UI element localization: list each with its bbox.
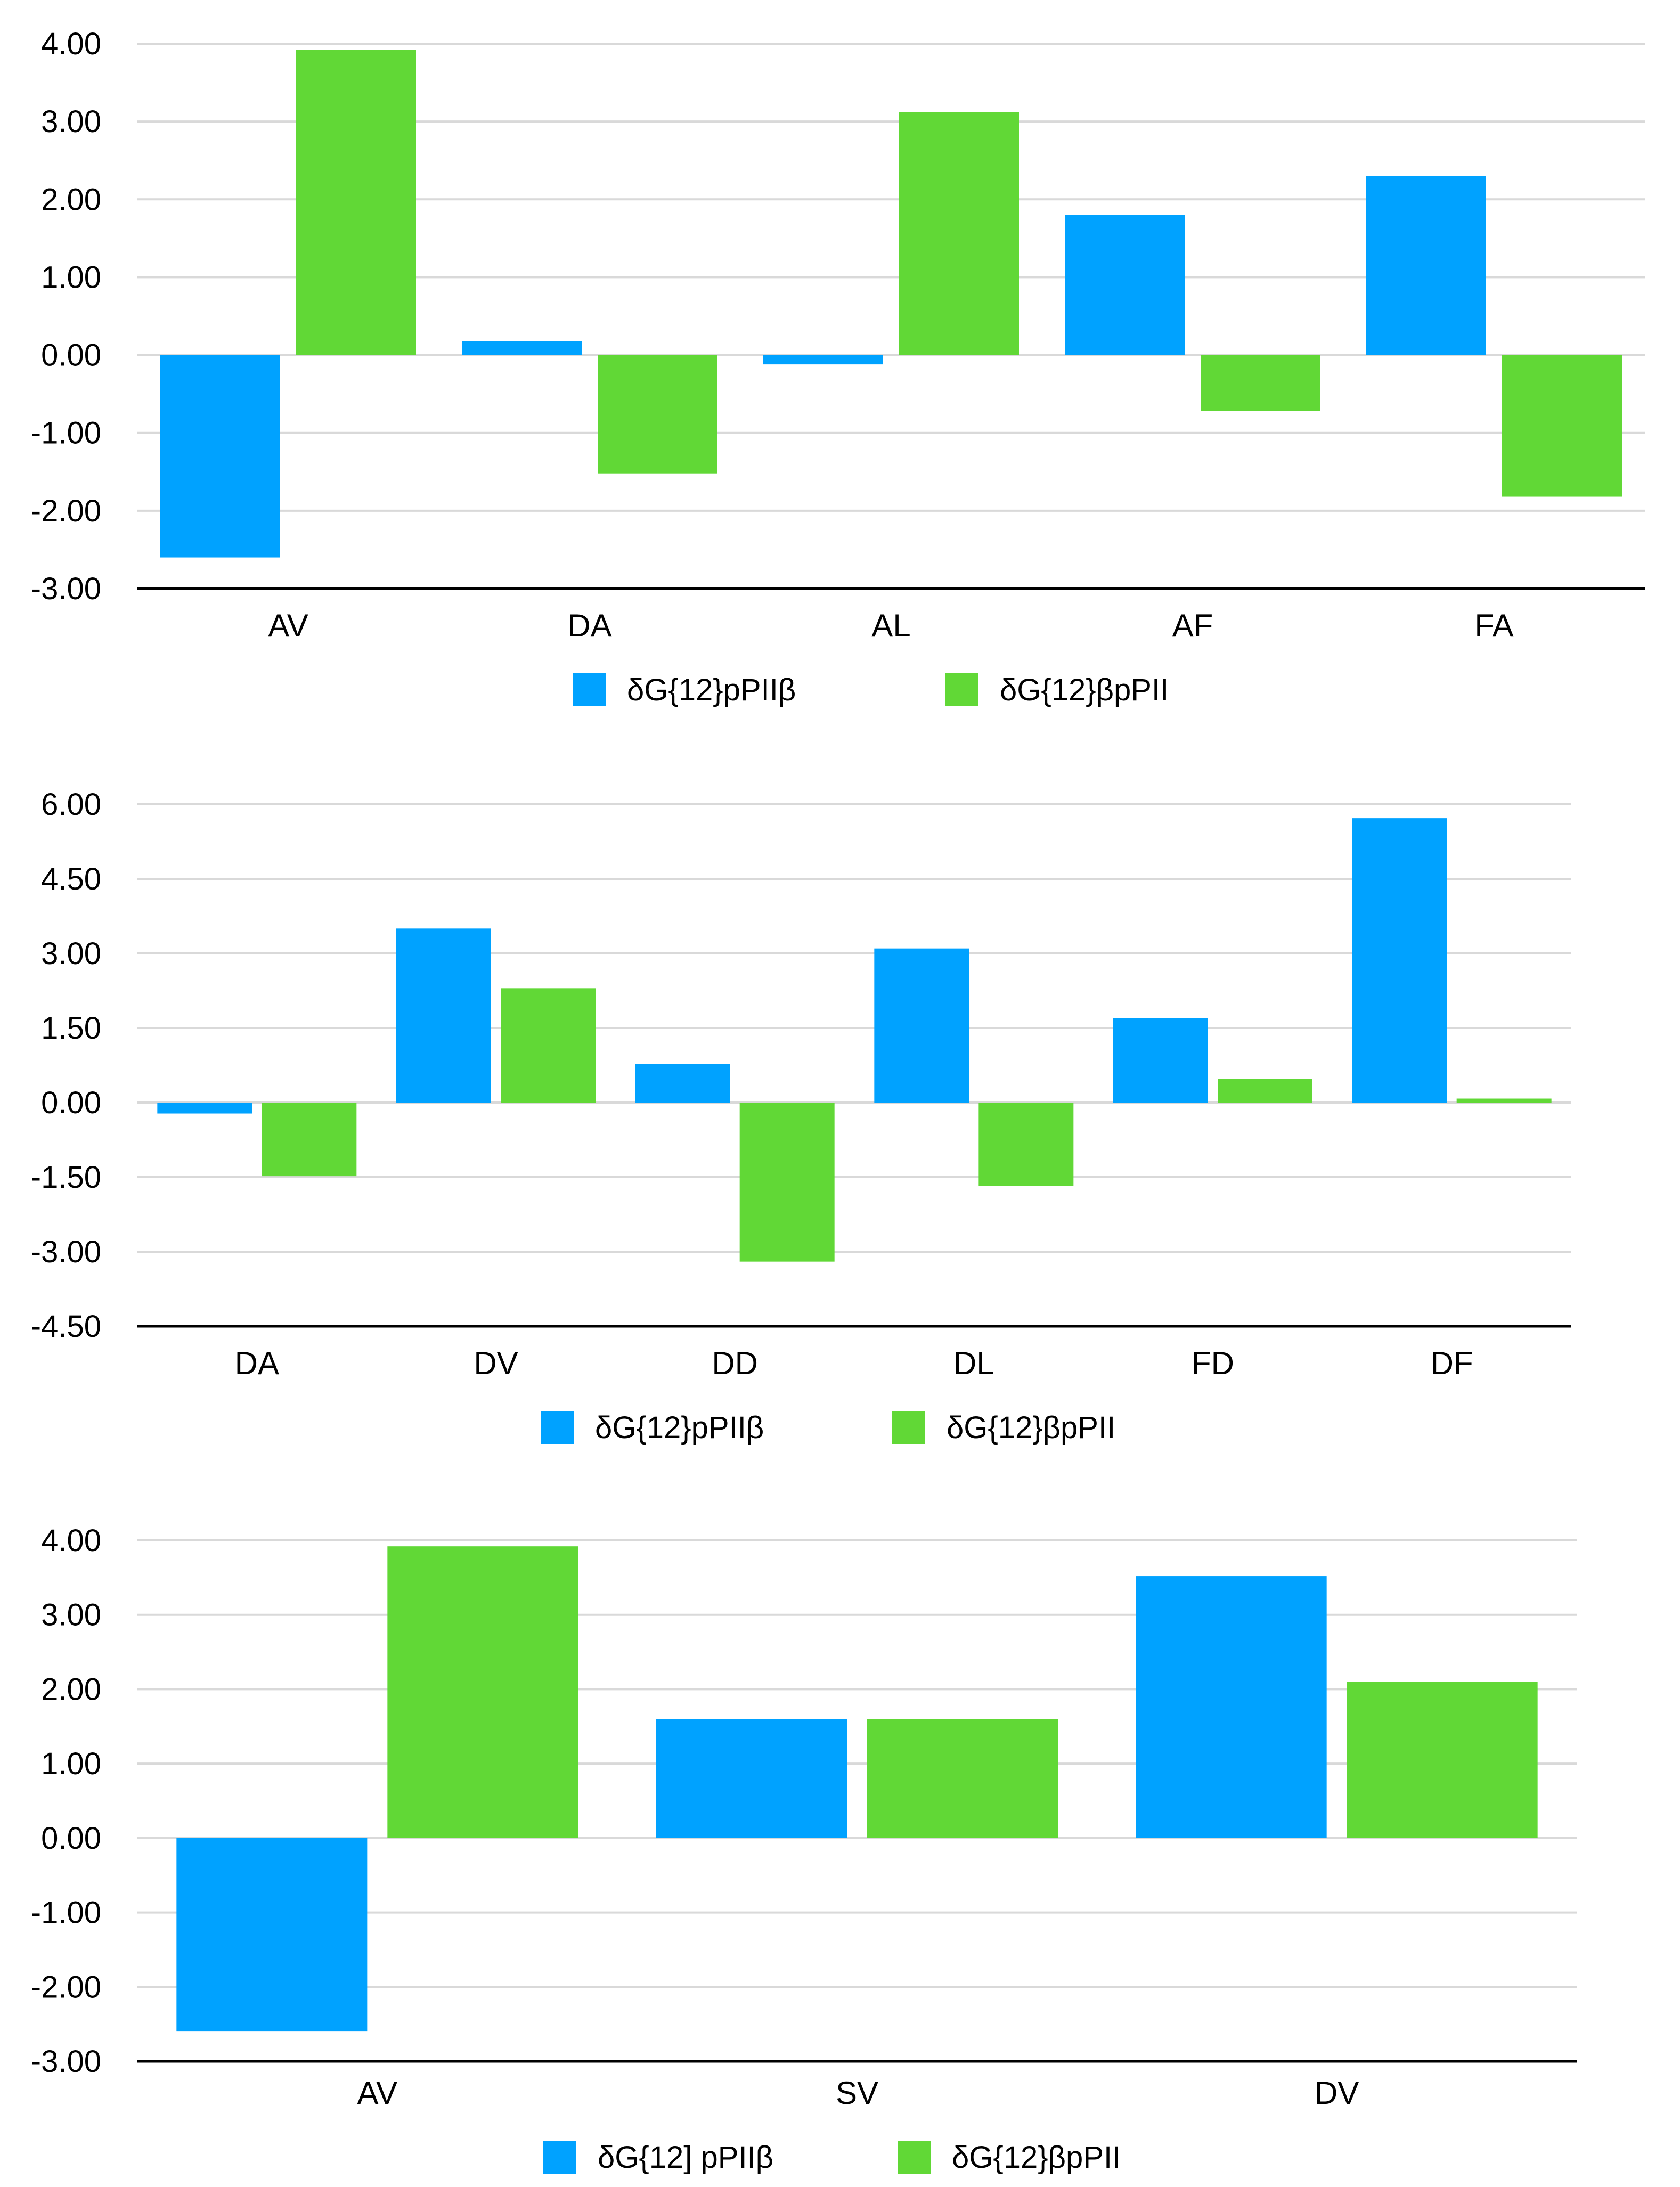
bar-av-series-2: [387, 1546, 578, 1838]
legend-swatch: [541, 1411, 574, 1444]
chart-2: 6.00 4.50 3.00 1.50 0.00 -1.50 -3.00 -4.50 DA DV D…: [31, 787, 1571, 1445]
y-tick-label: 3.00: [41, 936, 101, 971]
bar-av-series-1: [160, 355, 280, 558]
bar-fa-series-2: [1502, 355, 1622, 497]
y-tick-label: -1.00: [31, 416, 101, 451]
category-label: DA: [567, 608, 611, 643]
legend-label: δG{12}βpPII: [1000, 673, 1169, 707]
bar-fd-series-1: [1113, 1018, 1208, 1103]
category-label: AL: [871, 608, 910, 643]
bar-dd-series-2: [739, 1103, 835, 1262]
bar-dv-series-1: [396, 928, 491, 1103]
category-label: AV: [268, 608, 308, 643]
bar-df-series-1: [1352, 818, 1447, 1103]
category-label: DF: [1431, 1345, 1473, 1381]
y-tick-label: 2.00: [41, 182, 101, 217]
legend-swatch: [945, 673, 978, 706]
y-tick-label: 1.00: [41, 260, 101, 295]
legend-swatch: [892, 1411, 925, 1444]
chart-1: 4.00 3.00 2.00 1.00 0.00 -1.00 -2.00 -3.00 AV DA A…: [31, 27, 1645, 707]
y-tick-label: 1.50: [41, 1011, 101, 1046]
legend-swatch: [543, 2141, 576, 2174]
category-label: DD: [712, 1345, 758, 1381]
bar-da-series-1: [157, 1103, 252, 1114]
y-tick-label: 6.00: [41, 787, 101, 822]
legend-label: δG{12}βpPII: [947, 1410, 1115, 1445]
bar-da-series-2: [598, 355, 717, 474]
bar-al-series-1: [763, 355, 883, 365]
category-label: FD: [1192, 1345, 1234, 1381]
bar-dd-series-1: [635, 1064, 730, 1103]
bar-dl-series-2: [978, 1103, 1074, 1186]
bar-af-series-1: [1065, 215, 1185, 355]
y-tick-label: 0.00: [41, 338, 101, 373]
bar-df-series-2: [1456, 1098, 1552, 1103]
legend-label: δG{12] pPIIβ: [598, 2140, 773, 2175]
y-tick-label: -4.50: [31, 1309, 101, 1344]
bar-al-series-2: [899, 112, 1019, 355]
y-tick-label: -2.00: [31, 1970, 101, 2004]
bar-sv-series-1: [656, 1719, 847, 1838]
bar-da-series-2: [262, 1103, 357, 1177]
y-tick-label: 1.00: [41, 1747, 101, 1781]
chart-3: 4.00 3.00 2.00 1.00 0.00 -1.00 -2.00 -3.00 AV SV D…: [31, 1523, 1577, 2175]
y-tick-label: 3.00: [41, 1598, 101, 1633]
category-label: DV: [474, 1345, 518, 1381]
y-tick-label: -2.00: [31, 494, 101, 528]
y-tick-label: -1.00: [31, 1896, 101, 1930]
category-label: AV: [357, 2075, 398, 2111]
bar-fa-series-1: [1366, 176, 1486, 355]
legend-label: δG{12}βpPII: [952, 2140, 1121, 2175]
y-tick-label: 4.00: [41, 1523, 101, 1558]
legend-label: δG{12}pPIIβ: [627, 673, 796, 707]
category-label: SV: [836, 2075, 878, 2111]
legend-label: δG{12}pPIIβ: [595, 1410, 764, 1445]
y-tick-label: -3.00: [31, 1235, 101, 1269]
bar-dv-series-1: [1136, 1576, 1327, 1838]
category-label: FA: [1474, 608, 1513, 643]
y-tick-label: -1.50: [31, 1160, 101, 1195]
bar-dv-series-2: [1347, 1682, 1538, 1838]
y-tick-label: -3.00: [31, 572, 101, 606]
y-tick-label: 0.00: [41, 1086, 101, 1120]
category-label: DL: [953, 1345, 994, 1381]
y-tick-label: 4.50: [41, 862, 101, 896]
bar-dv-series-2: [501, 988, 596, 1103]
legend-swatch: [898, 2141, 931, 2174]
bar-fd-series-2: [1218, 1079, 1312, 1103]
bar-av-series-2: [296, 50, 416, 355]
category-label: DV: [1315, 2075, 1359, 2111]
y-tick-label: 4.00: [41, 27, 101, 61]
y-tick-label: 3.00: [41, 104, 101, 139]
bar-af-series-2: [1201, 355, 1320, 411]
legend-swatch: [573, 673, 606, 706]
y-tick-label: -3.00: [31, 2044, 101, 2079]
bar-av-series-1: [176, 1838, 368, 2032]
category-label: DA: [235, 1345, 279, 1381]
y-tick-label: 2.00: [41, 1672, 101, 1707]
bar-dl-series-1: [874, 948, 969, 1103]
category-label: AF: [1172, 608, 1213, 643]
bar-sv-series-2: [867, 1719, 1058, 1838]
y-tick-label: 0.00: [41, 1821, 101, 1856]
bar-da-series-1: [462, 341, 582, 355]
